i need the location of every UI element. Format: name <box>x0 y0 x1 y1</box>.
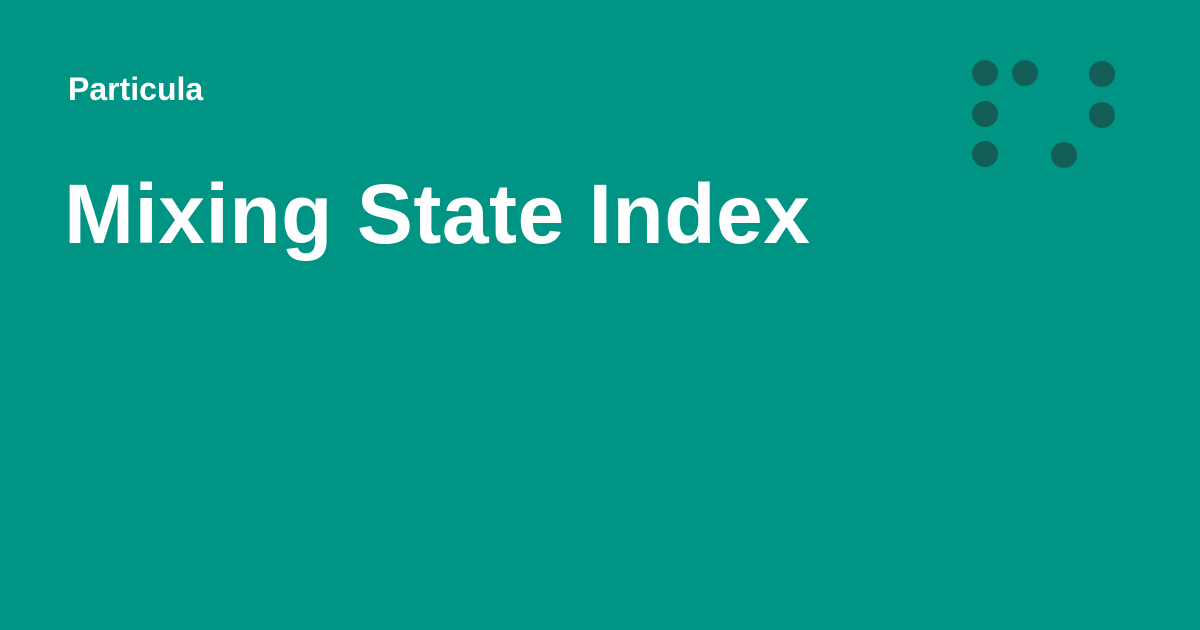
logo-dot <box>1051 142 1077 168</box>
logo-dot <box>972 141 998 167</box>
logo-dot <box>1089 61 1115 87</box>
logo-dot <box>1089 102 1115 128</box>
logo-dot <box>972 60 998 86</box>
logo-dot <box>972 101 998 127</box>
logo-dot <box>1012 60 1038 86</box>
site-name: Particula <box>68 71 204 107</box>
page-title: Mixing State Index <box>64 167 811 261</box>
dot-grid-logo-icon <box>960 50 1130 180</box>
